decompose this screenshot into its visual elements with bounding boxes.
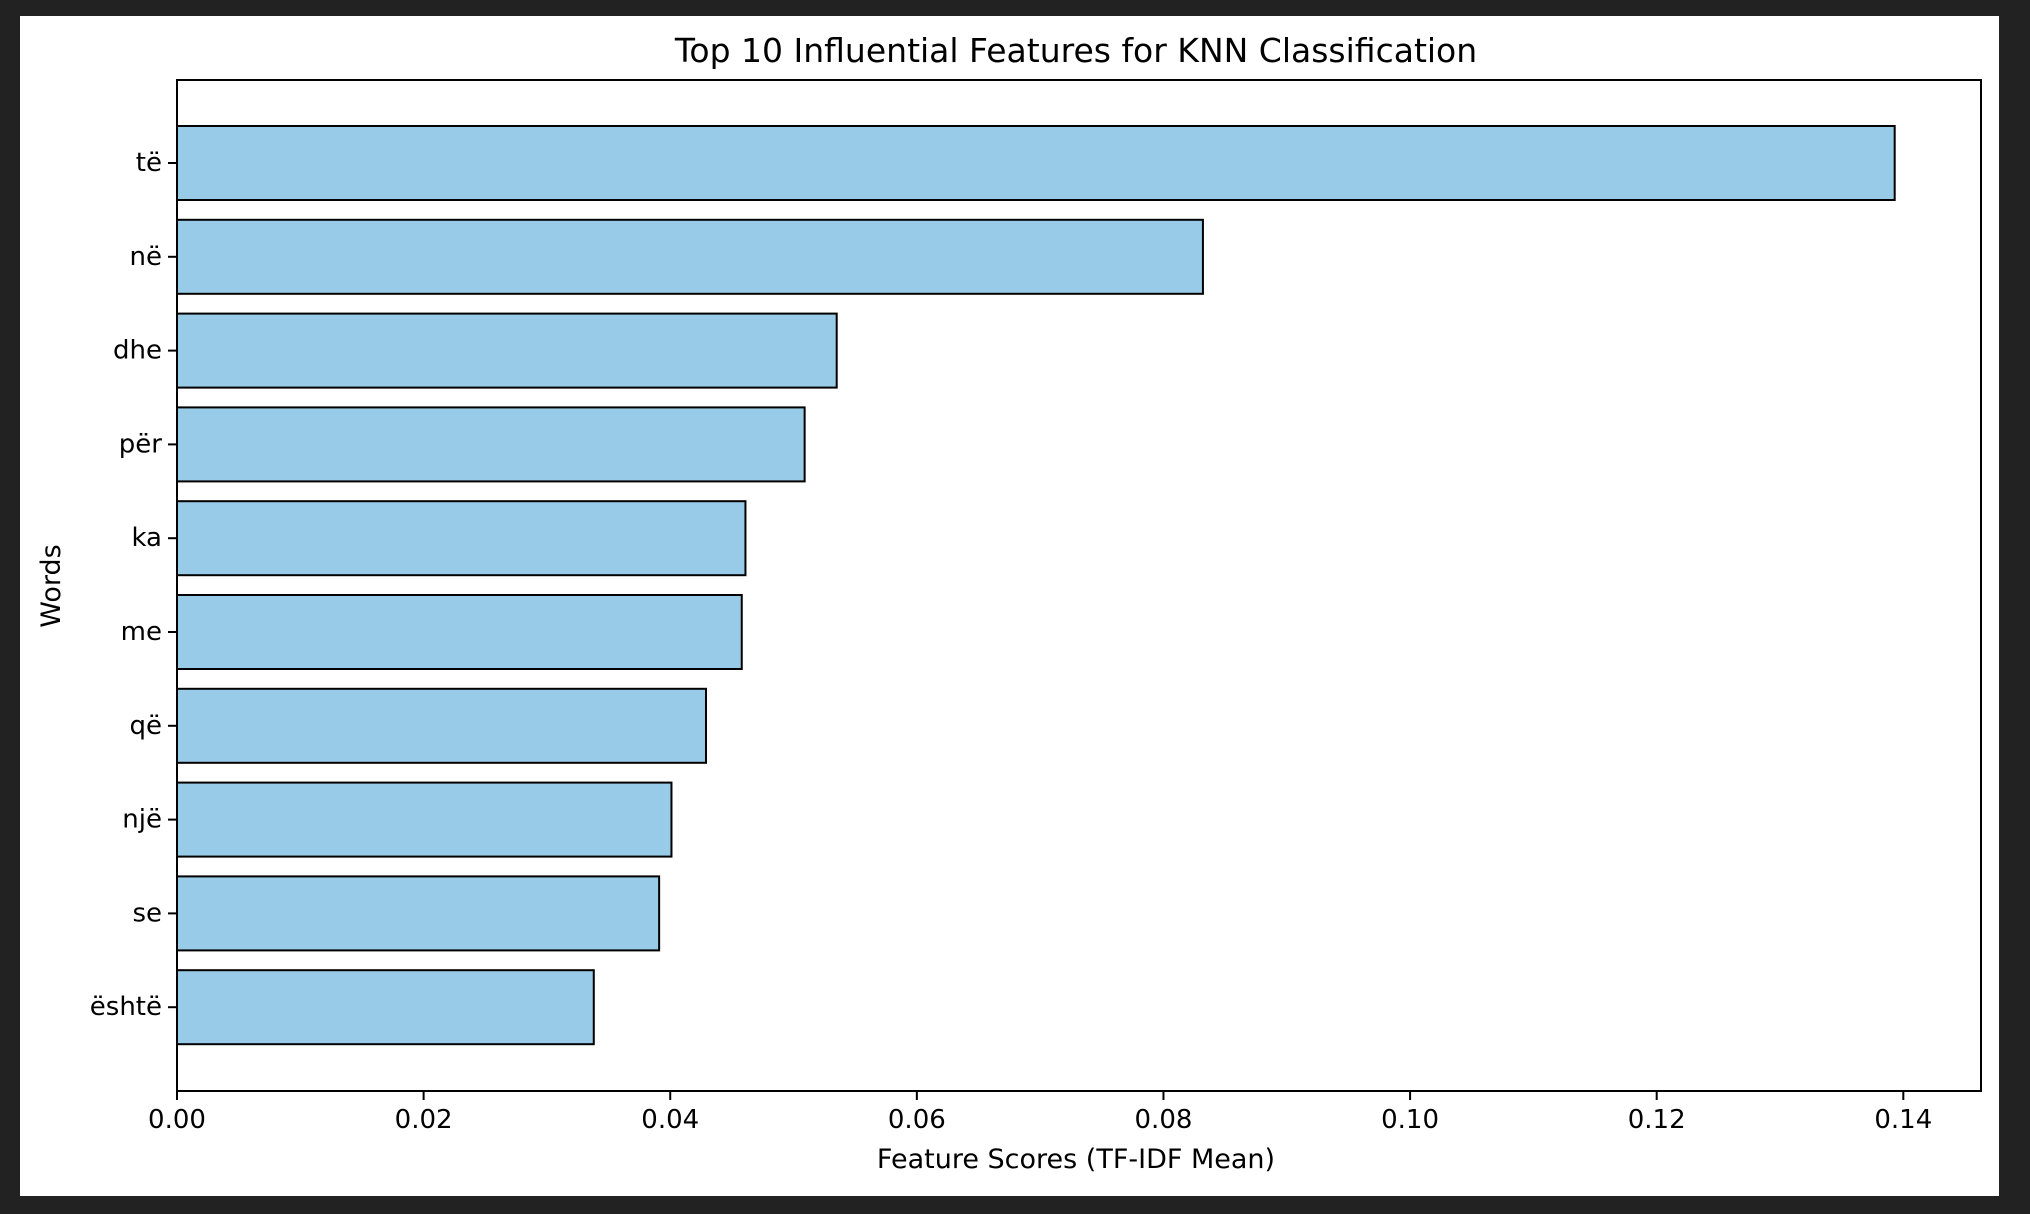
- bar-5: [176, 500, 747, 577]
- x-axis: 0.00 0.02 0.04 0.06 0.08 0.10 0.12 0.14: [148, 1091, 1932, 1135]
- y-tick-label: të: [136, 148, 162, 178]
- bar-4: [176, 406, 806, 483]
- y-tick-label: për: [119, 429, 163, 459]
- y-tick-label: që: [130, 711, 163, 741]
- bar-7: [176, 687, 707, 764]
- x-tick-label: 0.00: [148, 1105, 206, 1135]
- y-tick-label: se: [132, 898, 162, 928]
- bars-group: [176, 125, 1896, 1046]
- x-tick-label: 0.14: [1874, 1105, 1932, 1135]
- bar-3: [176, 312, 838, 389]
- bar-chart: Top 10 Influential Features for KNN Clas…: [36, 31, 1982, 1175]
- x-tick-label: 0.04: [641, 1105, 699, 1135]
- x-tick-label: 0.08: [1135, 1105, 1193, 1135]
- y-tick-label: një: [122, 805, 162, 835]
- x-axis-label: Feature Scores (TF-IDF Mean): [877, 1144, 1275, 1175]
- x-tick-label: 0.10: [1381, 1105, 1439, 1135]
- bar-9: [176, 875, 661, 952]
- x-tick-label: 0.12: [1628, 1105, 1686, 1135]
- bar-10: [176, 969, 595, 1046]
- bar-1: [176, 125, 1896, 201]
- plot-frame: [176, 79, 1982, 1092]
- y-tick-label: në: [130, 242, 162, 272]
- y-tick-label: me: [121, 617, 162, 647]
- y-tick-label: dhe: [113, 336, 162, 366]
- y-axis-label: Words: [36, 544, 67, 627]
- y-tick-label: ka: [131, 523, 162, 553]
- bar-6: [176, 594, 743, 670]
- bar-8: [176, 781, 673, 858]
- chart-title: Top 10 Influential Features for KNN Clas…: [674, 31, 1477, 70]
- y-axis: të në dhe për ka me që një se është: [90, 148, 177, 1022]
- bar-2: [176, 218, 1204, 295]
- x-tick-label: 0.06: [888, 1105, 946, 1135]
- x-tick-label: 0.02: [395, 1105, 453, 1135]
- chart-figure: Top 10 Influential Features for KNN Clas…: [20, 16, 1999, 1196]
- y-tick-label: është: [90, 992, 162, 1022]
